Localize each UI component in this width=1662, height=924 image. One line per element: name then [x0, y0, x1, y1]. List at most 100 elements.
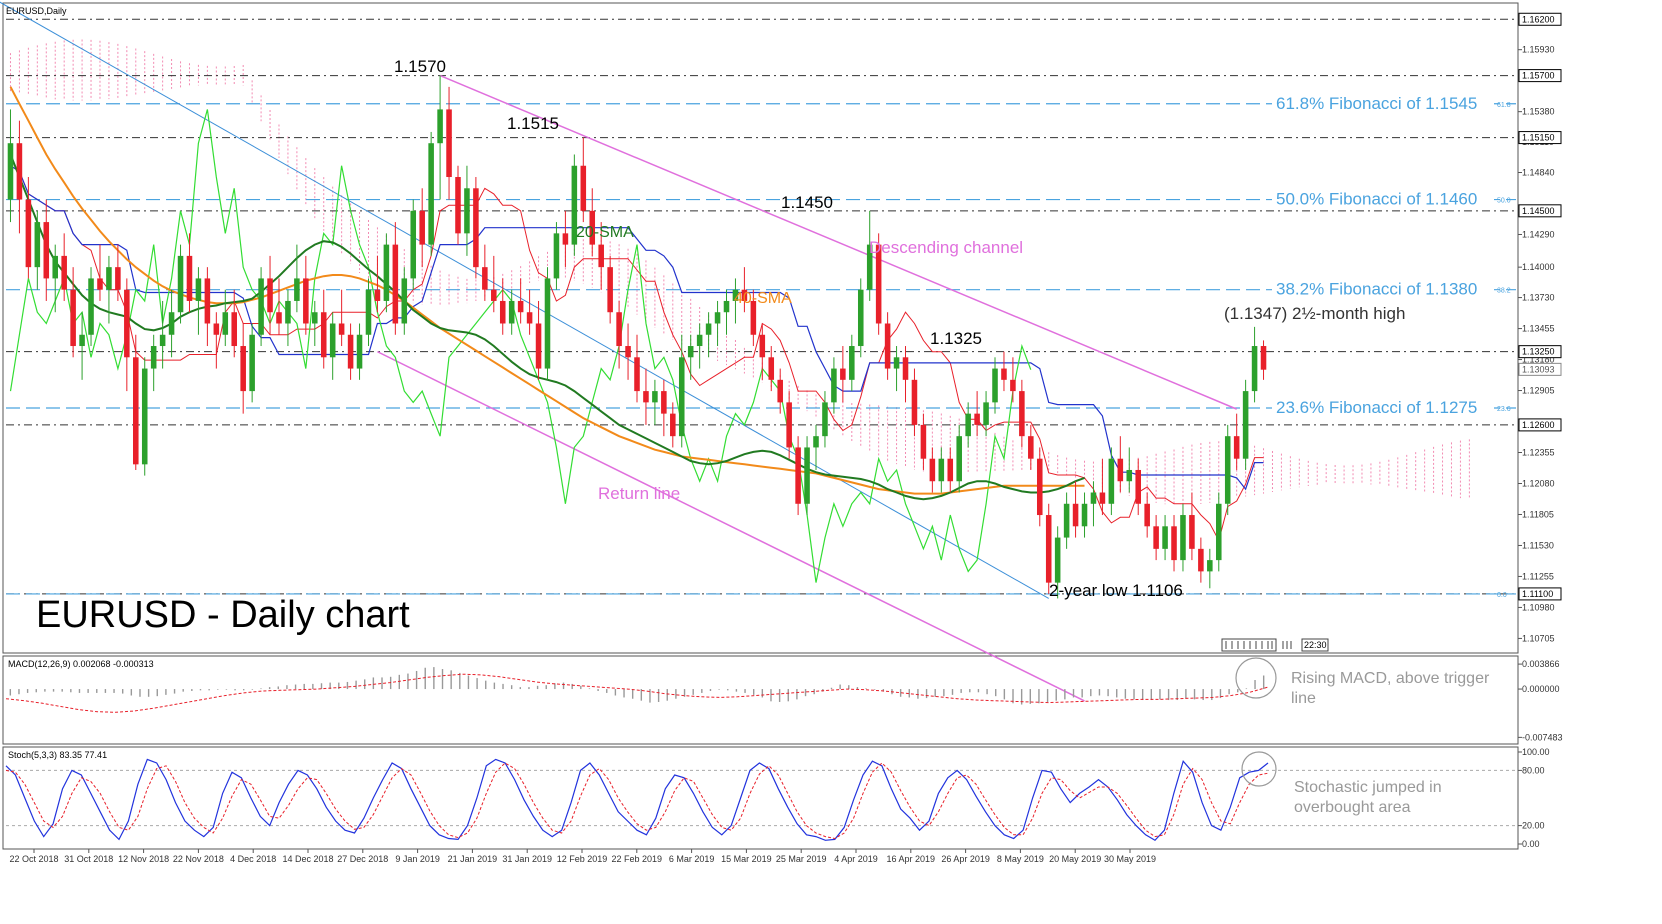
candle-body — [410, 210, 417, 279]
candle-body — [231, 312, 238, 347]
candle-body — [446, 109, 452, 178]
stoch-k-line — [5, 758, 1269, 842]
candle-body — [598, 244, 604, 268]
price-tick-label: 1.15380 — [1522, 107, 1555, 117]
stoch-tick-label: 20.00 — [1522, 821, 1545, 831]
candle-body — [517, 300, 524, 313]
candle-body — [911, 379, 918, 425]
candle-body — [849, 346, 855, 380]
candle-body — [347, 334, 354, 369]
candle-body — [1108, 458, 1115, 504]
candle-body — [795, 447, 801, 504]
date-label: 4 Dec 2018 — [230, 854, 276, 864]
price-tick-label: 1.10980 — [1522, 602, 1555, 612]
date-label: 14 Dec 2018 — [282, 854, 333, 864]
candle-body — [124, 289, 130, 358]
candle-body — [983, 402, 989, 425]
date-label: 25 Mar 2019 — [776, 854, 827, 864]
candle-body — [562, 233, 569, 245]
date-label: 9 Jan 2019 — [395, 854, 440, 864]
trend-lines — [0, 1, 1237, 702]
price-tag-box — [1518, 131, 1562, 145]
candle-body — [320, 312, 327, 358]
candle-body — [938, 458, 945, 482]
stoch-d-line — [5, 762, 1269, 840]
candle-body — [580, 165, 587, 211]
stoch-tick-label: 100.00 — [1522, 747, 1550, 757]
date-label: 6 Mar 2019 — [669, 854, 715, 864]
candle-body — [1028, 436, 1034, 459]
candle-body — [177, 255, 184, 313]
chikou-line — [9, 109, 1032, 583]
candle-body — [204, 278, 211, 324]
candle-body — [741, 289, 748, 301]
candle-body — [1117, 458, 1124, 482]
candle-body — [625, 346, 631, 358]
candle-body — [464, 188, 470, 234]
price-tick-label: 1.14840 — [1522, 168, 1555, 178]
price-tag-box — [1518, 362, 1562, 376]
price-tick-label: 1.12355 — [1522, 448, 1555, 458]
candle-body — [186, 255, 193, 301]
candle-body — [947, 458, 954, 482]
fibonacci-label-bg — [1272, 185, 1494, 206]
fibonacci-tag: 0.0 — [1497, 592, 1507, 599]
candle-body — [866, 244, 873, 290]
peak-label-1: 1.1570 — [394, 57, 446, 76]
candle-body — [884, 323, 891, 369]
candle-body — [97, 278, 103, 290]
macd-indicator: 0.003866 0.000000 -0.007483 — [5, 659, 1563, 742]
candle-body — [329, 323, 336, 358]
price-tick-label: 1.13730 — [1522, 293, 1555, 303]
stoch-highlight-circle — [1241, 751, 1277, 787]
date-label: 22 Nov 2018 — [173, 854, 224, 864]
candle-body — [1090, 492, 1097, 504]
candle-body — [338, 323, 345, 335]
candle-body — [7, 143, 14, 200]
candle-body — [759, 334, 766, 358]
candle-body — [61, 255, 67, 290]
candle-body — [392, 244, 399, 324]
fibonacci-label-bg — [1272, 275, 1494, 296]
stoch-panel-frame — [2, 746, 1519, 850]
candle-body — [571, 165, 578, 245]
candle-body — [616, 312, 622, 347]
stoch-note-line2: overbought area — [1294, 799, 1411, 816]
candle-body — [1019, 391, 1025, 437]
price-tick-label: 1.10705 — [1522, 633, 1555, 643]
candle-body — [1171, 526, 1177, 561]
ichimoku-cloud — [9, 39, 1470, 506]
candle-body — [285, 300, 291, 324]
date-label: 31 Oct 2018 — [64, 854, 113, 864]
descending-channel-line — [439, 74, 1237, 410]
fibonacci-tag: 50.0 — [1497, 198, 1511, 205]
stoch-tick-label: 80.00 — [1522, 765, 1545, 775]
date-label: 31 Jan 2019 — [502, 854, 552, 864]
price-tick-label: 1.12080 — [1522, 478, 1555, 488]
macd-tick-label: 0.000000 — [1522, 684, 1560, 694]
candle-body — [294, 278, 300, 301]
fibonacci-label-bg — [1272, 89, 1494, 110]
time-marker: 22:30 — [1221, 638, 1329, 652]
candle-body — [312, 312, 318, 324]
candle-body — [1099, 492, 1106, 504]
macd-note-line1: Rising MACD, above trigger — [1291, 670, 1490, 687]
candle-body — [267, 278, 273, 313]
candle-body — [115, 267, 121, 290]
month-high-label: (1.1347) 2½-month high — [1224, 304, 1405, 323]
symbol-label: EURUSD,Daily — [6, 6, 67, 16]
candle-body — [106, 267, 112, 290]
candle-body — [840, 368, 846, 380]
price-tag-box — [1518, 345, 1562, 359]
candle-body — [141, 368, 148, 465]
date-label: 30 May 2019 — [1104, 854, 1156, 864]
macd-tick-label: -0.007483 — [1522, 732, 1563, 742]
candle-body — [1036, 458, 1043, 516]
candle-body — [1045, 515, 1052, 583]
candle-body — [1162, 526, 1168, 549]
peak-label-2: 1.1515 — [507, 114, 559, 133]
date-label: 22 Oct 2018 — [9, 854, 58, 864]
price-tag-box — [1518, 587, 1562, 601]
candle-body — [804, 447, 810, 504]
fibonacci-label-bg — [1272, 394, 1494, 414]
